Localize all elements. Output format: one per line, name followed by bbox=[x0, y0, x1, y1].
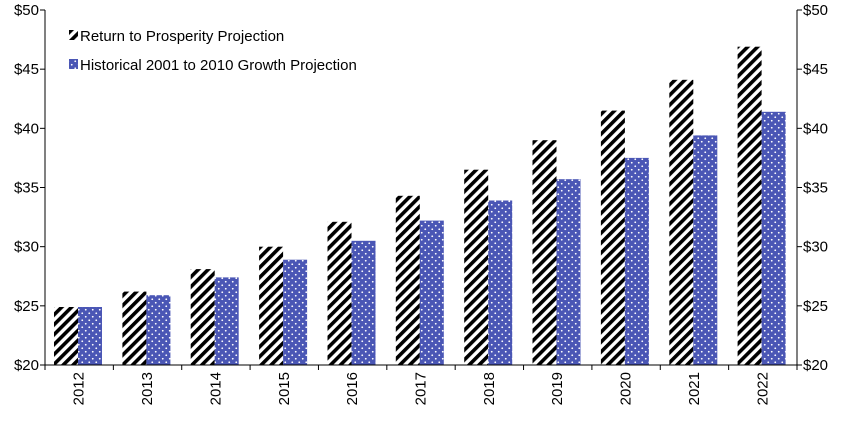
bar-return-to-prosperity-2013 bbox=[122, 291, 147, 365]
bar-historical-growth-2012 bbox=[78, 307, 102, 365]
ticks-layer: $20 $20 $25 $25 $30 $30 $35 $35 $40 $40 $45 $45 $50 $… bbox=[14, 2, 828, 405]
right-y-tick-label: $30 bbox=[803, 239, 828, 256]
left-y-tick-label: $35 bbox=[14, 180, 39, 197]
x-tick-label-2016: 2016 bbox=[344, 372, 361, 405]
bar-historical-growth-2022 bbox=[761, 111, 786, 365]
bar-return-to-prosperity-2022 bbox=[737, 46, 762, 365]
x-tick-label-2015: 2015 bbox=[276, 372, 293, 405]
x-tick-label-2020: 2020 bbox=[618, 372, 635, 405]
left-y-tick-label: $25 bbox=[14, 298, 39, 315]
x-tick-label-2014: 2014 bbox=[207, 372, 224, 405]
x-tick-label-2021: 2021 bbox=[686, 372, 703, 405]
x-tick-label-2019: 2019 bbox=[549, 372, 566, 405]
bar-return-to-prosperity-2020 bbox=[600, 110, 625, 365]
x-tick-label-2022: 2022 bbox=[754, 372, 771, 405]
right-y-tick-label: $25 bbox=[803, 298, 828, 315]
right-y-tick-label: $20 bbox=[803, 357, 828, 374]
bar-historical-growth-2017 bbox=[419, 220, 444, 365]
bar-return-to-prosperity-2018 bbox=[464, 169, 489, 365]
legend-label-historical-growth: Historical 2001 to 2010 Growth Projectio… bbox=[80, 57, 357, 74]
bar-historical-growth-2013 bbox=[146, 295, 171, 365]
right-y-tick-label: $40 bbox=[803, 120, 828, 137]
bar-return-to-prosperity-2016 bbox=[327, 221, 352, 365]
bar-return-to-prosperity-2021 bbox=[669, 79, 694, 366]
legend: Return to Prosperity Projection Historic… bbox=[69, 28, 357, 74]
bar-historical-growth-2018 bbox=[488, 200, 513, 365]
legend-swatch-return-to-prosperity bbox=[69, 30, 78, 40]
bar-return-to-prosperity-2015 bbox=[259, 246, 284, 365]
left-y-tick-label: $50 bbox=[14, 2, 39, 19]
legend-label-return-to-prosperity: Return to Prosperity Projection bbox=[80, 28, 284, 45]
bar-historical-growth-2021 bbox=[693, 135, 718, 365]
left-y-tick-label: $30 bbox=[14, 239, 39, 256]
x-tick-label-2013: 2013 bbox=[139, 372, 156, 405]
bar-historical-growth-2019 bbox=[556, 179, 581, 365]
x-tick-label-2018: 2018 bbox=[481, 372, 498, 405]
right-y-tick-label: $45 bbox=[803, 61, 828, 78]
bar-return-to-prosperity-2014 bbox=[190, 269, 215, 365]
left-y-tick-label: $20 bbox=[14, 357, 39, 374]
left-y-tick-label: $45 bbox=[14, 61, 39, 78]
right-y-tick-label: $35 bbox=[803, 180, 828, 197]
legend-swatch-historical-growth bbox=[69, 59, 78, 69]
left-y-tick-label: $40 bbox=[14, 120, 39, 137]
bar-historical-growth-2015 bbox=[283, 259, 308, 365]
bar-return-to-prosperity-2012 bbox=[54, 307, 78, 365]
x-tick-label-2017: 2017 bbox=[413, 372, 430, 405]
bar-historical-growth-2014 bbox=[214, 277, 239, 365]
bar-historical-growth-2020 bbox=[624, 157, 649, 365]
right-y-tick-label: $50 bbox=[803, 2, 828, 19]
x-tick-label-2012: 2012 bbox=[71, 372, 88, 405]
bar-return-to-prosperity-2019 bbox=[532, 140, 557, 365]
bars-layer bbox=[54, 46, 786, 366]
bar-return-to-prosperity-2017 bbox=[395, 195, 420, 365]
bar-historical-growth-2016 bbox=[351, 240, 376, 366]
